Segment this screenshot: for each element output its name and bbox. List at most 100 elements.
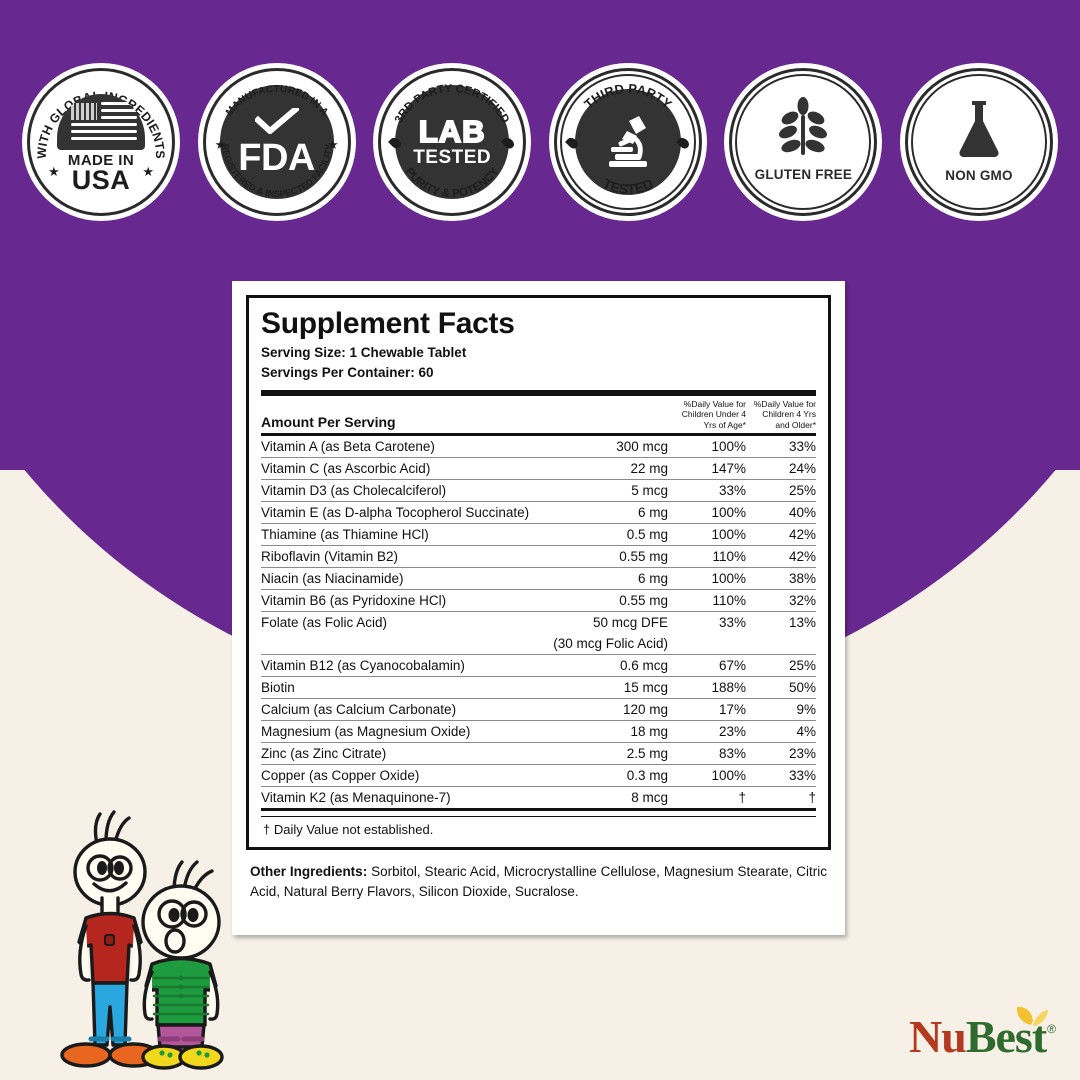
nutrient-name: Thiamine (as Thiamine HCl): [261, 523, 548, 546]
nutrient-dv-4-older: 33%: [788, 439, 816, 455]
nutrient-dv-4-older: 23%: [746, 742, 816, 765]
table-row: Niacin (as Niacinamide) 6 mg 100% 38%: [261, 567, 816, 590]
table-row: Magnesium (as Magnesium Oxide) 18 mg 23% 4%: [261, 720, 816, 743]
nutrient-dv-under-4: 100%: [668, 501, 746, 524]
nutrient-dv-under-4: 100%: [668, 523, 746, 546]
nutrient-name: Riboflavin (Vitamin B2): [261, 545, 548, 568]
badge-arc-text-fda: MANUFACTURED IN A REGISTERED & INSPECTED…: [220, 84, 334, 199]
svg-text:TESTED: TESTED: [600, 175, 655, 197]
nutrient-amount: 0.5 mg: [548, 523, 668, 546]
nutrient-dv-under-4: 83%: [668, 742, 746, 765]
nutrient-dv-under-4: †: [668, 786, 746, 809]
nutrient-dv-4-older: 40%: [746, 501, 816, 524]
nutrient-name: Niacin (as Niacinamide): [261, 567, 548, 590]
nutrient-dv-under-4: 100%: [668, 567, 746, 590]
badge-ring-inner: [910, 74, 1047, 210]
nutrient-dv-under-4: 23%: [668, 720, 746, 743]
nutrient-dv-under-4: 110%: [668, 545, 746, 568]
table-row: Copper (as Copper Oxide) 0.3 mg 100% 33%: [261, 764, 816, 787]
nutrient-name: Vitamin D3 (as Cholecalciferol): [261, 479, 548, 502]
table-row: Folate (as Folic Acid) 50 mcg DFE 33% 13%: [261, 611, 816, 634]
nutrient-dv-under-4: 33%: [668, 479, 746, 502]
table-row: Vitamin K2 (as Menaquinone-7) 8 mcg † †: [261, 786, 816, 809]
table-row-continuation: (30 mcg Folic Acid): [261, 633, 816, 655]
nutrient-amount: 0.3 mg: [548, 764, 668, 787]
badge-ring: [27, 68, 175, 216]
nutrient-name: Vitamin C (as Ascorbic Acid): [261, 457, 548, 480]
nutrient-amount: 5 mcg: [548, 479, 668, 502]
nutrient-dv-4-older: 42%: [746, 523, 816, 546]
microscope-icon: [608, 116, 647, 167]
badge-ring: [904, 68, 1053, 216]
table-row: Biotin 15 mcg 188% 50%: [261, 676, 816, 699]
badge-line2: USA: [71, 165, 131, 196]
nutrient-amount: 18 mg: [548, 720, 668, 743]
other-ingredients: Other Ingredients: Sorbitol, Stearic Aci…: [246, 850, 831, 901]
table-row: Thiamine (as Thiamine HCl) 0.5 mg 100% 42%: [261, 523, 816, 546]
svg-text:PURITY & POTENCY: PURITY & POTENCY: [403, 166, 502, 201]
serving-size: Serving Size: 1 Chewable Tablet: [261, 344, 467, 360]
nutrient-dv-under-4: 188%: [668, 676, 746, 699]
logo-text-nu: Nu: [909, 1011, 967, 1062]
table-row: Vitamin D3 (as Cholecalciferol) 5 mcg 33% 2…: [261, 479, 816, 502]
nutrient-dv-under-4: 100%: [668, 764, 746, 787]
badge-third-party-tested: THIRD PARTY TESTED: [548, 63, 707, 221]
logo-best-word: Best: [965, 1011, 1047, 1062]
table-row: Vitamin B12 (as Cyanocobalamin) 0.6 mcg 67…: [261, 654, 816, 677]
flask-icon: [959, 101, 999, 158]
badge-ring: [202, 68, 351, 216]
divider-double: [261, 808, 816, 818]
table-row: Calcium (as Calcium Carbonate) 120 mg 17% 9…: [261, 698, 816, 721]
nutrient-name: Copper (as Copper Oxide): [261, 764, 548, 787]
logo-text-best: Best: [965, 1006, 1049, 1062]
star-icon: ★: [214, 137, 227, 152]
star-icon: ★: [48, 164, 60, 179]
nutrient-name: Vitamin B6 (as Pyridoxine HCl): [261, 589, 548, 612]
nutrient-amount: 2.5 mg: [548, 742, 668, 765]
wheat-icon: [779, 96, 828, 155]
nutrient-amount: 0.55 mg: [548, 589, 668, 612]
leaf-sprout-icon: [1017, 1006, 1049, 1026]
certification-badge-row: WITH GLOBAL INGREDIENTS ★ ★ MADE IN USA: [0, 54, 1080, 230]
nutrient-dv-4-older: 38%: [746, 567, 816, 590]
badge-arc-text-tpt: THIRD PARTY TESTED: [581, 81, 675, 197]
table-row: Vitamin C (as Ascorbic Acid) 22 mg 147% 24%: [261, 457, 816, 480]
nutrient-name: Vitamin E (as D-alpha Tocopherol Succina…: [261, 501, 548, 524]
nutrient-amount: 22 mg: [548, 457, 668, 480]
amount-per-serving-header: Amount Per Serving: [261, 414, 396, 431]
nutrient-dv-under-4: 100%: [711, 439, 746, 455]
nutrient-name: Folate (as Folic Acid): [261, 611, 548, 634]
nutrient-dv-4-older: 9%: [746, 698, 816, 721]
servings-per-container: Servings Per Container: 60: [261, 364, 434, 380]
badge-arc-text-lab: 3RD PARTY CERTIFIED PURITY & POTENCY: [393, 83, 511, 201]
table-header-row: Amount Per Serving %Daily Value for Chil…: [261, 396, 816, 433]
badge-arc-top-label: THIRD PARTY: [581, 81, 675, 112]
nubest-logo: Nu Best ®: [909, 1006, 1056, 1062]
nutrient-name: Biotin: [261, 676, 548, 699]
badge-line2: TESTED: [413, 146, 492, 168]
nutrient-amount: 0.6 mcg: [548, 654, 668, 677]
badge-ring: [729, 68, 878, 216]
nutrient-amount: 300 mcg: [616, 439, 668, 455]
daily-value-footnote: † Daily Value not established.: [263, 822, 434, 838]
dv-header-under-4: %Daily Value for Children Under 4 Yrs of…: [681, 399, 746, 430]
badge-gluten-free: GLUTEN FREE: [724, 63, 883, 221]
nutrient-amount: 0.55 mg: [548, 545, 668, 568]
nutrient-dv-4-older: 50%: [746, 676, 816, 699]
nutrient-name: Vitamin K2 (as Menaquinone-7): [261, 786, 548, 809]
badge-inner-disc: [395, 85, 510, 199]
nutrient-dv-under-4: 147%: [668, 457, 746, 480]
nutrient-name: Calcium (as Calcium Carbonate): [261, 698, 548, 721]
nutrient-name: Vitamin A (as Beta Carotene): [261, 439, 435, 455]
table-row: Vitamin E (as D-alpha Tocopherol Succina…: [261, 501, 816, 524]
other-ingredients-label: Other Ingredients:: [250, 864, 368, 880]
nutrient-amount: 120 mg: [548, 698, 668, 721]
nutrient-dv-4-older: 25%: [746, 654, 816, 677]
nutrient-dv-under-4: 110%: [668, 589, 746, 612]
nutrient-name: Vitamin B12 (as Cyanocobalamin): [261, 654, 548, 677]
badge-made-in-usa: WITH GLOBAL INGREDIENTS ★ ★ MADE IN USA: [22, 63, 180, 221]
nutrient-name: Zinc (as Zinc Citrate): [261, 742, 548, 765]
nutrient-dv-4-older: 32%: [746, 589, 816, 612]
other-ingredients-text: Sorbitol, Stearic Acid, Microcrystalline…: [250, 864, 827, 899]
